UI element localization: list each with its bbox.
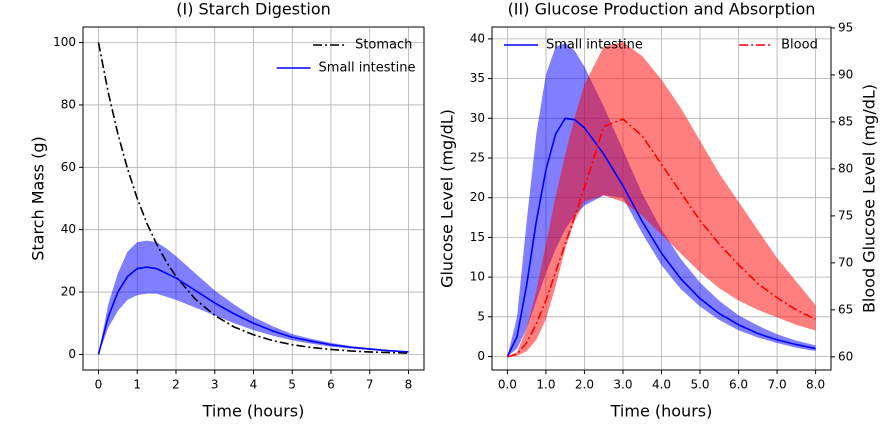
y2-tick-label: 60: [838, 349, 853, 363]
x-tick-label: 1.0: [536, 378, 555, 392]
x-tick-label: 8: [405, 378, 413, 392]
y-axis-label: Starch Mass (g): [29, 136, 48, 261]
y-tick-label: 40: [470, 31, 485, 45]
x-tick-label: 3: [211, 378, 219, 392]
x-axis-label: Time (hours): [610, 402, 713, 421]
y-tick-label: 5: [477, 309, 485, 323]
y-axis-label: Glucose Level (mg/dL): [438, 109, 457, 288]
x-tick-label: 2: [172, 378, 180, 392]
x-tick-label: 6.0: [729, 378, 748, 392]
y-tick-label: 0: [68, 347, 76, 361]
y2-tick-label: 95: [838, 20, 853, 34]
x-tick-label: 5: [288, 378, 296, 392]
confidence-band: [507, 42, 816, 357]
series-line: [97, 266, 409, 355]
x-tick-label: 3.0: [613, 378, 632, 392]
y-tick-label: 20: [470, 190, 485, 204]
y-tick-label: 40: [61, 222, 76, 236]
y2-tick-label: 90: [838, 67, 853, 81]
y2-tick-label: 80: [838, 161, 853, 175]
x-tick-label: 4.0: [652, 378, 671, 392]
plot-frame: [82, 26, 425, 371]
chart-title: (II) Glucose Production and Absorption: [508, 0, 816, 19]
y-tick-label: 20: [61, 285, 76, 299]
y-tick-label: 80: [61, 97, 76, 111]
x-tick-label: 8.0: [806, 378, 825, 392]
x-tick-label: 0.0: [498, 378, 517, 392]
chart-title: (I) Starch Digestion: [176, 0, 331, 19]
x-axis-label: Time (hours): [202, 402, 305, 421]
y-tick-label: 10: [470, 270, 485, 284]
plot-frame: [491, 26, 832, 371]
y2-tick-label: 70: [838, 255, 853, 269]
series-line: [506, 117, 816, 357]
y-tick-label: 15: [470, 230, 485, 244]
y-tick-label: 35: [470, 71, 485, 85]
x-tick-label: 0: [95, 378, 103, 392]
y-tick-label: 60: [61, 160, 76, 174]
series-line: [507, 118, 816, 358]
x-tick-label: 5.0: [690, 378, 709, 392]
x-tick-label: 6: [327, 378, 335, 392]
y2-tick-label: 65: [838, 302, 853, 316]
x-tick-label: 2.0: [575, 378, 594, 392]
y-tick-label: 100: [53, 35, 76, 49]
y2-tick-label: 75: [838, 208, 853, 222]
legend-label: Small intestine: [319, 61, 416, 76]
series-line: [97, 42, 409, 354]
x-tick-label: 7.0: [768, 378, 787, 392]
y2-tick-label: 85: [838, 114, 853, 128]
x-tick-label: 1: [133, 378, 141, 392]
legend-label: Blood: [781, 38, 818, 53]
x-tick-label: 4: [250, 378, 258, 392]
confidence-band: [98, 240, 409, 355]
legend-label: Stomach: [355, 38, 412, 53]
legend-label: Small intestine: [546, 38, 643, 53]
y-tick-label: 30: [470, 111, 485, 125]
y-tick-label: 0: [477, 349, 485, 363]
x-tick-label: 7: [366, 378, 374, 392]
y2-axis-label: Blood Glucose Level (mg/dL): [860, 84, 879, 313]
y-tick-label: 25: [470, 151, 485, 165]
